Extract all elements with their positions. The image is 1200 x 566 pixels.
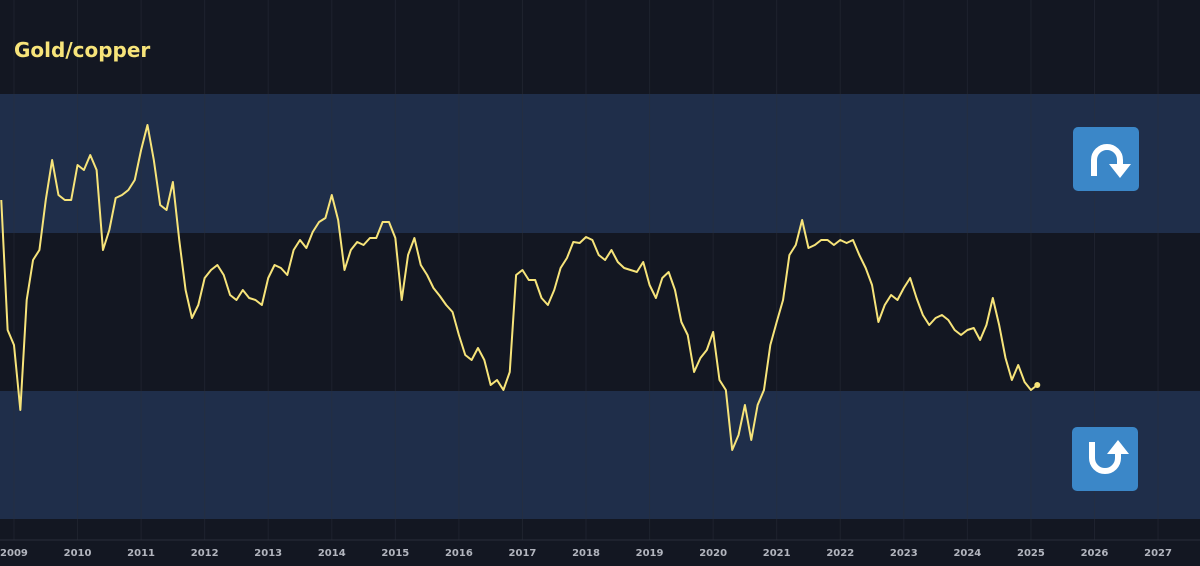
bands bbox=[0, 94, 1200, 519]
x-tick-label: 2016 bbox=[445, 548, 473, 559]
down-arrow-icon bbox=[1073, 127, 1139, 191]
x-tick-label: 2013 bbox=[254, 548, 282, 559]
x-tick-label: 2020 bbox=[699, 548, 727, 559]
x-tick-label: 2010 bbox=[64, 548, 92, 559]
x-tick-label: 2022 bbox=[826, 548, 854, 559]
x-tick-label: 2024 bbox=[953, 548, 981, 559]
x-tick-label: 2023 bbox=[890, 548, 918, 559]
x-tick-label: 2019 bbox=[636, 548, 664, 559]
x-tick-label: 2018 bbox=[572, 548, 600, 559]
x-tick-label: 2015 bbox=[381, 548, 409, 559]
last-point bbox=[1034, 382, 1041, 388]
x-tick-label: 2021 bbox=[763, 548, 791, 559]
zone-band bbox=[0, 94, 1200, 233]
up-arrow-icon bbox=[1072, 427, 1138, 491]
plot bbox=[0, 124, 1041, 451]
x-tick-label: 2011 bbox=[127, 548, 155, 559]
zone-band bbox=[0, 391, 1200, 519]
x-tick-label: 2025 bbox=[1017, 548, 1045, 559]
x-tick-label: 2012 bbox=[191, 548, 219, 559]
chart-title: Gold/copper bbox=[14, 38, 150, 62]
data-line bbox=[0, 124, 1038, 451]
x-tick-label: 2026 bbox=[1081, 548, 1109, 559]
x-tick-label: 2014 bbox=[318, 548, 346, 559]
x-tick-label: 2027 bbox=[1144, 548, 1172, 559]
x-tick-label: 2017 bbox=[509, 548, 537, 559]
x-tick-label: 2009 bbox=[0, 548, 28, 559]
